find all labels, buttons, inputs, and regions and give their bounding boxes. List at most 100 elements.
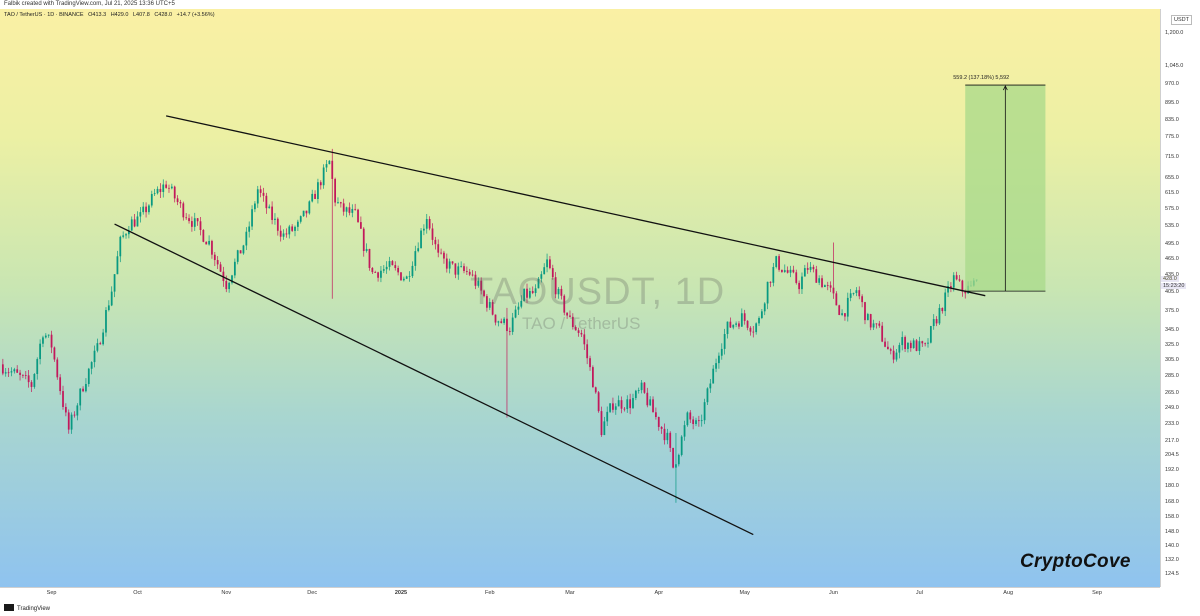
price-chart[interactable] (0, 9, 1160, 587)
candle-body (692, 419, 695, 425)
candle-body (921, 341, 924, 344)
candle-body (697, 420, 700, 422)
candle-body (279, 230, 282, 237)
candle-body (783, 270, 786, 272)
price-axis[interactable]: USDT 1,200.0 1,045.0 970.0 895.0 835.0 775.0 7… (1160, 9, 1200, 587)
footer: TradingView (0, 600, 1200, 616)
candle-body (508, 331, 511, 332)
candle-body (786, 270, 789, 273)
candle-body (732, 324, 735, 328)
candle-body (778, 256, 780, 270)
candle-body (769, 281, 772, 283)
candle-body (557, 288, 560, 295)
candle-body (142, 206, 145, 213)
candle-body (632, 398, 634, 409)
candle-body (612, 403, 614, 410)
legend-change: +14.7 (+3.56%) (176, 12, 215, 18)
price-tick-label: 775.0 (1165, 134, 1179, 141)
price-tick-label: 715.0 (1165, 153, 1179, 160)
price-tick-label: 249.0 (1165, 405, 1179, 412)
candle-body (463, 266, 465, 271)
candle-body (451, 261, 454, 264)
legend-open: O413.3 (88, 12, 107, 18)
candle-body (901, 337, 904, 346)
candle-body (179, 202, 182, 204)
price-tick-label: 124.5 (1165, 570, 1179, 577)
candle-body (812, 266, 815, 270)
candle-body (480, 280, 483, 291)
candle-body (128, 230, 130, 235)
candle-body (208, 240, 210, 245)
candle-body (345, 207, 348, 212)
candle-body (640, 382, 643, 391)
candle-body (408, 276, 411, 277)
candle-body (319, 182, 322, 186)
candle-body (36, 359, 39, 374)
candle-body (102, 332, 104, 345)
candle-body (792, 269, 795, 273)
candle-body (196, 218, 199, 222)
candle-body (302, 210, 305, 217)
candle-body (549, 259, 551, 269)
candle-body (927, 342, 929, 344)
candle-body (818, 278, 821, 283)
candle-body (497, 321, 500, 323)
candle-body (405, 276, 408, 279)
candle-body (680, 436, 683, 455)
candle-body (150, 194, 153, 206)
candle-body (520, 300, 523, 307)
candle-body (248, 226, 251, 232)
candle-body (907, 342, 909, 350)
candle-body (368, 248, 371, 268)
candle-body (274, 218, 276, 220)
candle-body (354, 208, 357, 210)
time-tick-label: May (739, 590, 750, 596)
candle-body (623, 408, 626, 410)
candle-body (898, 345, 901, 353)
candle-body (314, 193, 316, 199)
candle-body (637, 390, 640, 391)
candle-body (551, 268, 554, 278)
candle-body (236, 250, 239, 262)
candle-body (380, 270, 382, 278)
candle-body (646, 392, 649, 406)
price-tick-label: 140.0 (1165, 542, 1179, 549)
candle-body (709, 383, 712, 389)
candle-body (672, 447, 674, 468)
tradingview-logo-text: TradingView (17, 606, 51, 612)
candle-body (729, 321, 732, 328)
candle-body (288, 226, 291, 235)
candle-body (411, 265, 414, 277)
candle-body (96, 343, 99, 351)
candle-body (148, 205, 150, 213)
candle-body (835, 293, 838, 306)
candle-body (188, 218, 190, 222)
candle-body (663, 428, 666, 441)
currency-label[interactable]: USDT (1171, 15, 1192, 25)
candle-body (852, 292, 855, 294)
chart-area[interactable]: TAO / TetherUS · 1D · BINANCE O413.3 H42… (0, 9, 1160, 587)
candle-body (251, 209, 253, 227)
candle-body (772, 266, 775, 283)
candle-body (10, 371, 13, 373)
candle-body (268, 206, 271, 209)
candle-body (706, 388, 709, 403)
candle-body (434, 239, 437, 245)
candle-body (932, 319, 935, 327)
candle-body (471, 274, 474, 276)
candle-body (30, 382, 33, 387)
candle-body (689, 412, 692, 420)
candle-body (259, 189, 262, 193)
candle-body (503, 318, 505, 323)
candle-body (382, 269, 385, 271)
candle-body (130, 219, 133, 231)
candle-body (271, 206, 273, 220)
candle-body (703, 402, 706, 421)
candle-body (317, 182, 319, 199)
time-axis[interactable]: Sep Oct Nov Dec 2025 Feb Mar Apr May Jun Jul Aug Sep (0, 587, 1160, 600)
legend-symbol: TAO / TetherUS · 1D · BINANCE (4, 12, 84, 18)
candle-body (909, 342, 912, 349)
candle-body (216, 260, 219, 265)
candle-body (855, 290, 858, 293)
candle-body (832, 287, 835, 294)
